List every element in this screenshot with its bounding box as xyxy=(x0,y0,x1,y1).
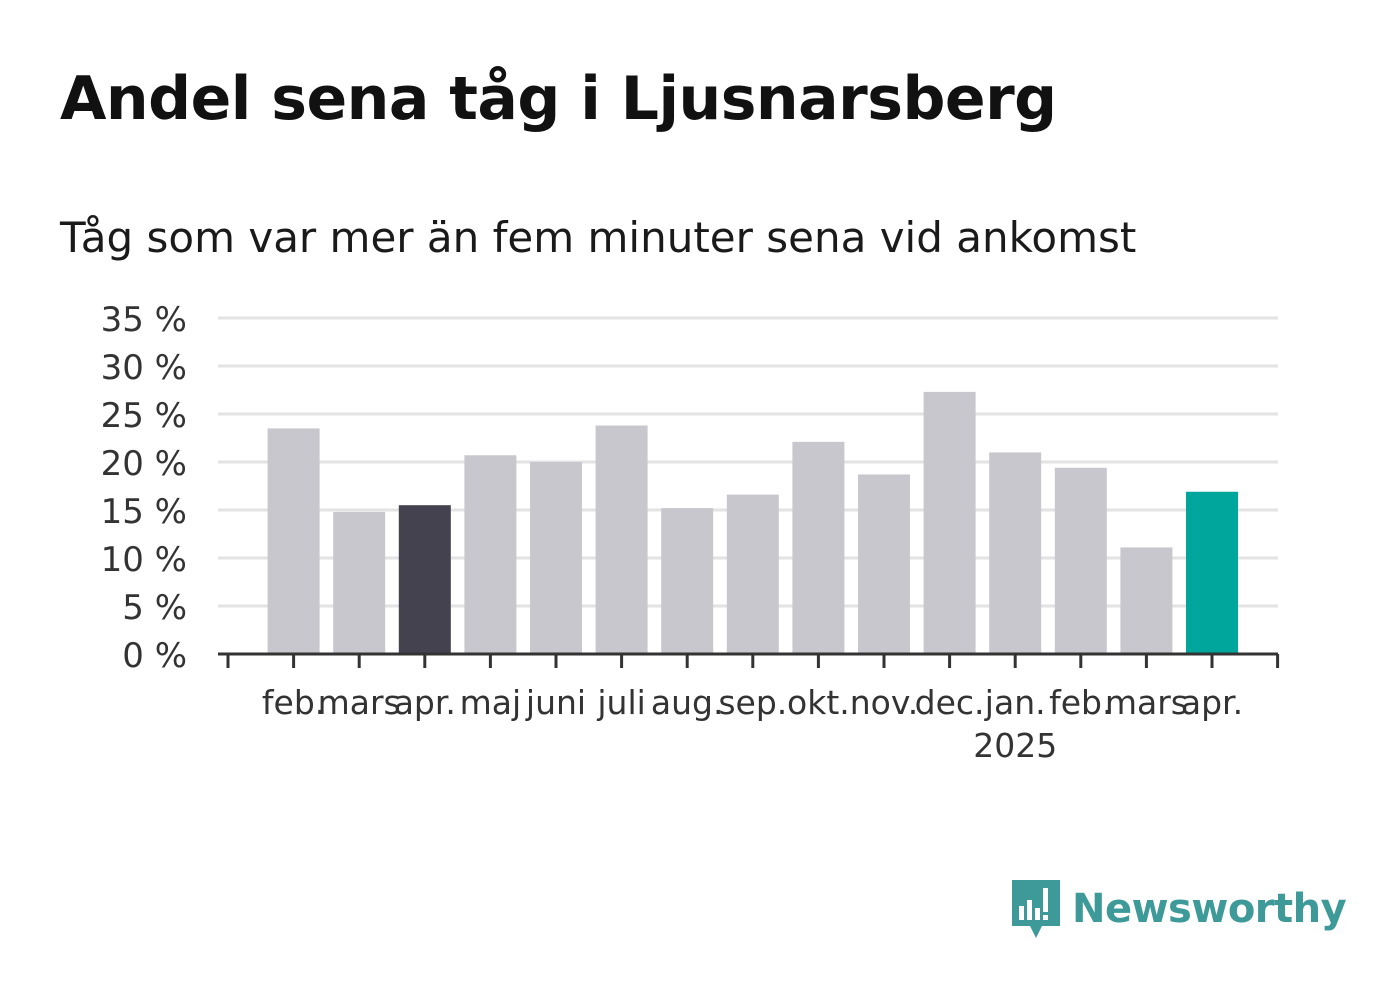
x-tick-label: nov. xyxy=(850,683,919,722)
bar xyxy=(1120,547,1173,654)
bar xyxy=(333,511,386,654)
bar xyxy=(1186,491,1238,654)
x-tick-label: juli xyxy=(596,683,645,722)
y-tick-label: 30 % xyxy=(101,348,187,388)
y-tick-label: 25 % xyxy=(101,396,187,436)
bar xyxy=(530,462,582,654)
bar xyxy=(267,428,320,654)
y-tick-label: 15 % xyxy=(101,492,187,532)
x-tick-label: aug. xyxy=(651,683,724,722)
x-tick-label: feb. xyxy=(1049,683,1112,722)
x-tick-label: apr. xyxy=(1181,683,1243,722)
bar xyxy=(792,441,845,654)
x-tick-label: feb. xyxy=(262,683,325,722)
bar xyxy=(858,474,910,654)
y-tick-label: 5 % xyxy=(122,588,187,628)
bar xyxy=(595,425,648,654)
x-tick-label: mars xyxy=(318,683,401,722)
chart-subtitle: Tåg som var mer än fem minuter sena vid … xyxy=(60,213,1137,262)
newsworthy-logo: Newsworthy xyxy=(1010,878,1347,940)
y-tick-label: 0 % xyxy=(122,636,187,676)
bar xyxy=(923,391,976,654)
x-tick-label: juni xyxy=(525,683,586,722)
brand-name: Newsworthy xyxy=(1072,886,1347,932)
y-tick-label: 20 % xyxy=(101,444,187,484)
bar xyxy=(989,452,1042,654)
x-tick-label: okt. xyxy=(787,683,850,722)
x-tick-label: jan. xyxy=(984,683,1046,722)
bar xyxy=(398,505,451,654)
y-tick-label: 35 % xyxy=(101,300,187,340)
x-year-label: 2025 xyxy=(973,726,1057,765)
bar xyxy=(464,455,517,654)
x-tick-label: maj xyxy=(460,683,522,722)
bar xyxy=(661,508,714,654)
bar xyxy=(1054,467,1107,654)
chart-title: Andel sena tåg i Ljusnarsberg xyxy=(60,64,1057,134)
x-tick-label: dec. xyxy=(915,683,985,722)
bar-chart: 0 %5 %10 %15 %20 %25 %30 %35 %feb.marsap… xyxy=(101,300,1280,765)
y-tick-label: 10 % xyxy=(101,540,187,580)
bar xyxy=(726,494,779,654)
x-tick-label: sep. xyxy=(718,683,787,722)
bar-chart-speech-bubble-icon xyxy=(1012,880,1060,938)
x-tick-label: apr. xyxy=(394,683,456,722)
x-tick-label: mars xyxy=(1105,683,1188,722)
